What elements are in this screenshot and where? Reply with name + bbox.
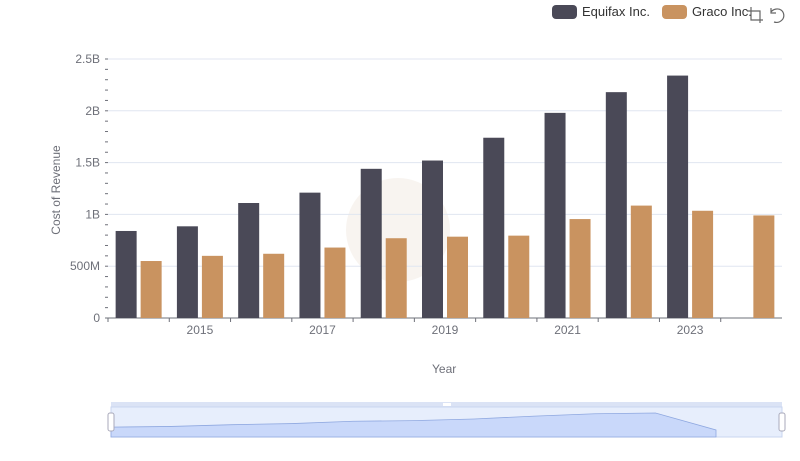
bar-graco-2016[interactable] <box>263 253 285 318</box>
toolbox <box>746 6 790 24</box>
bar-equifax-2020[interactable] <box>483 137 505 318</box>
datazoom-handle-right[interactable] <box>778 412 786 432</box>
legend: Equifax Inc. Graco Inc. <box>552 4 764 19</box>
restore-icon[interactable] <box>768 6 786 24</box>
bar-equifax-2014[interactable] <box>115 230 137 318</box>
legend-item-equifax[interactable]: Equifax Inc. <box>552 4 650 19</box>
bar-graco-2014[interactable] <box>140 261 162 318</box>
x-tick-label: 2017 <box>309 323 336 337</box>
bar-equifax-2018[interactable] <box>360 168 382 318</box>
x-tick-label: 2023 <box>677 323 704 337</box>
bar-equifax-2017[interactable] <box>299 192 321 318</box>
y-tick-label: 2B <box>85 104 100 118</box>
y-tick-label: 1.5B <box>75 156 100 170</box>
y-tick-label: 1B <box>85 207 100 221</box>
y-tick-label: 2.5B <box>75 52 100 66</box>
zoom-icon[interactable] <box>746 6 764 24</box>
x-axis-title: Year <box>432 362 457 376</box>
bar-graco-2017[interactable] <box>324 247 346 318</box>
x-tick-label: 2021 <box>554 323 581 337</box>
legend-label-graco: Graco Inc. <box>691 4 752 19</box>
datazoom-handle-left[interactable] <box>107 412 115 432</box>
bar-graco-2024[interactable] <box>753 215 775 318</box>
legend-swatch-graco <box>661 4 687 19</box>
legend-item-graco[interactable]: Graco Inc. <box>661 4 752 19</box>
y-axis-title: Cost of Revenue <box>49 145 63 235</box>
bar-graco-2018[interactable] <box>385 238 407 318</box>
y-tick-label: 0 <box>93 311 100 325</box>
bar-equifax-2021[interactable] <box>544 112 566 318</box>
bar-equifax-2015[interactable] <box>176 226 198 318</box>
bar-graco-2022[interactable] <box>630 205 652 318</box>
bar-equifax-2016[interactable] <box>238 203 260 318</box>
y-tick-label: 500M <box>70 259 100 273</box>
bar-graco-2021[interactable] <box>569 219 591 318</box>
bar-graco-2020[interactable] <box>508 235 530 318</box>
x-tick-label: 2015 <box>187 323 214 337</box>
bar-graco-2019[interactable] <box>447 236 468 318</box>
bar-equifax-2019[interactable] <box>422 160 443 318</box>
datazoom-preview-area <box>110 412 717 438</box>
bar-graco-2015[interactable] <box>201 255 223 318</box>
x-tick-label: 2019 <box>432 323 459 337</box>
bar-equifax-2023[interactable] <box>667 75 689 319</box>
datazoom-grip[interactable] <box>443 403 451 406</box>
bar-equifax-2022[interactable] <box>605 92 627 318</box>
bar-graco-2023[interactable] <box>692 210 714 318</box>
legend-swatch-equifax <box>552 4 577 19</box>
legend-label-equifax: Equifax Inc. <box>582 4 650 19</box>
